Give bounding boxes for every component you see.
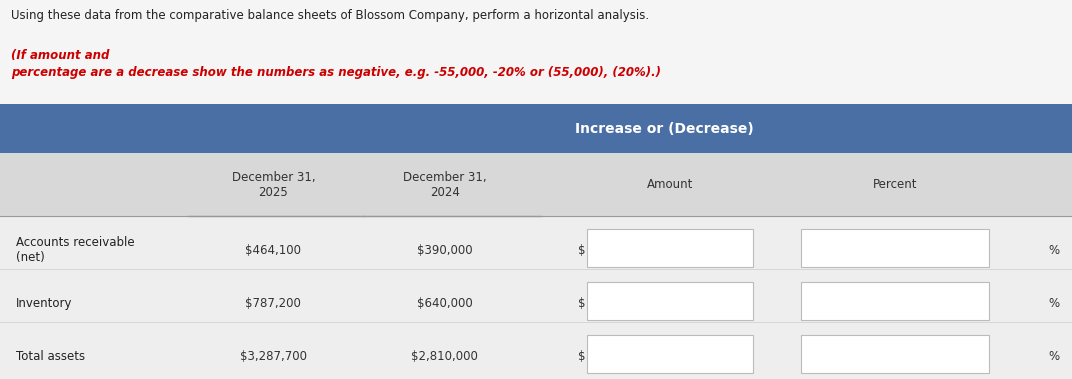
Text: $464,100: $464,100 (245, 244, 301, 257)
FancyBboxPatch shape (801, 282, 988, 320)
FancyBboxPatch shape (587, 335, 753, 373)
FancyBboxPatch shape (801, 335, 988, 373)
Text: $: $ (579, 297, 585, 310)
Text: $3,287,700: $3,287,700 (240, 350, 307, 363)
Text: December 31,
2024: December 31, 2024 (403, 171, 487, 199)
Text: $: $ (579, 244, 585, 257)
Text: Inventory: Inventory (16, 297, 73, 310)
FancyBboxPatch shape (801, 229, 988, 267)
Text: Amount: Amount (646, 178, 694, 191)
Text: %: % (1048, 350, 1059, 363)
FancyBboxPatch shape (587, 229, 753, 267)
Text: $787,200: $787,200 (245, 297, 301, 310)
Text: (If amount and
percentage are a decrease show the numbers as negative, e.g. -55,: (If amount and percentage are a decrease… (11, 49, 660, 79)
Text: Total assets: Total assets (16, 350, 85, 363)
Text: Percent: Percent (873, 178, 918, 191)
Text: $390,000: $390,000 (417, 244, 473, 257)
FancyBboxPatch shape (0, 153, 1072, 216)
Text: $: $ (579, 350, 585, 363)
Text: Increase or (Decrease): Increase or (Decrease) (576, 122, 754, 136)
FancyBboxPatch shape (0, 104, 1072, 153)
Text: Accounts receivable
(net): Accounts receivable (net) (16, 236, 135, 264)
FancyBboxPatch shape (0, 216, 1072, 379)
Text: December 31,
2025: December 31, 2025 (232, 171, 315, 199)
FancyBboxPatch shape (587, 282, 753, 320)
Text: $640,000: $640,000 (417, 297, 473, 310)
Text: Using these data from the comparative balance sheets of Blossom Company, perform: Using these data from the comparative ba… (11, 9, 653, 22)
Text: $2,810,000: $2,810,000 (412, 350, 478, 363)
Text: %: % (1048, 297, 1059, 310)
Text: %: % (1048, 244, 1059, 257)
